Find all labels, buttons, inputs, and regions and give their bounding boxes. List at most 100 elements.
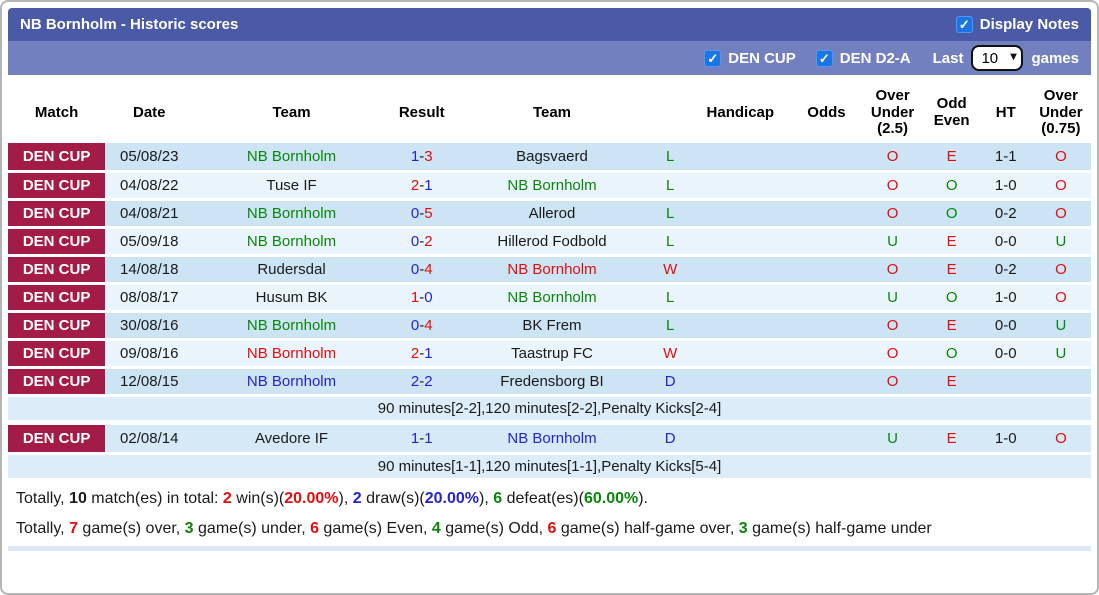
odd-even-cell: O: [922, 283, 981, 313]
over-under-0-75-cell: O: [1030, 171, 1091, 201]
home-team: Rudersdal: [193, 255, 390, 285]
check-icon[interactable]: ✓: [704, 49, 722, 67]
handicap-cell: [690, 425, 791, 455]
odds-cell: [790, 367, 863, 397]
display-notes-label: Display Notes: [979, 16, 1079, 33]
col-header-date: Date: [105, 83, 194, 143]
league-badge: DEN CUP: [8, 339, 106, 369]
filter-den-d2-a-label: DEN D2-A: [839, 49, 911, 67]
col-header-over-under-0-75: Over Under (0.75): [1030, 83, 1091, 143]
half-time-score: [980, 367, 1031, 397]
match-date: 30/08/16: [105, 311, 194, 341]
half-time-score: 0-0: [980, 339, 1031, 369]
filter-bar: ✓ DEN CUP ✓ DEN D2-A Last 10 games: [8, 41, 1091, 75]
league-badge: DEN CUP: [8, 143, 106, 173]
away-team: NB Bornholm: [453, 171, 651, 201]
spacer-row: [8, 421, 1091, 425]
historic-scores-table: Match Date Team Result Team Handicap Odd…: [8, 83, 1091, 481]
match-outcome: L: [650, 199, 691, 229]
match-date: 09/08/16: [105, 339, 194, 369]
summary-segment: game(s) half-game over,: [556, 519, 739, 537]
table-row: DEN CUP 05/09/18 NB Bornholm 0-2 Hillero…: [8, 227, 1091, 257]
summary-segment: game(s) over,: [77, 519, 185, 537]
over-under-2-5-cell: O: [862, 311, 923, 341]
bottom-strip: [8, 545, 1091, 551]
summary-segment: win(s)(: [231, 489, 285, 507]
match-outcome: L: [650, 311, 691, 341]
summary-line-results: Totally, 10 match(es) in total: 2 win(s)…: [16, 484, 1083, 514]
match-outcome: D: [650, 425, 691, 455]
summary-segment: 4: [431, 519, 441, 537]
match-result: 1-0: [389, 283, 454, 313]
col-header-result: Result: [389, 83, 454, 143]
summary-segment: Totally,: [16, 519, 70, 537]
col-header-over-under-2-5: Over Under (2.5): [862, 83, 923, 143]
check-icon[interactable]: ✓: [955, 16, 973, 33]
summary-section: Totally, 10 match(es) in total: 2 win(s)…: [8, 481, 1091, 544]
over-under-0-75-cell: O: [1030, 425, 1091, 455]
odd-even-cell: E: [922, 425, 981, 455]
over-under-0-75-cell: U: [1030, 311, 1091, 341]
handicap-cell: [690, 171, 791, 201]
match-result: 0-2: [389, 227, 454, 257]
away-team: Allerod: [453, 199, 651, 229]
handicap-cell: [690, 227, 791, 257]
summary-segment: 6: [493, 489, 503, 507]
check-icon[interactable]: ✓: [815, 49, 833, 67]
table-row: DEN CUP 02/08/14 Avedore IF 1-1 NB Bornh…: [8, 425, 1091, 455]
half-time-score: 0-0: [980, 311, 1031, 341]
league-badge: DEN CUP: [8, 255, 106, 285]
summary-segment: game(s) Odd,: [440, 519, 548, 537]
odd-even-cell: E: [922, 311, 981, 341]
col-header-odds: Odds: [790, 83, 863, 143]
home-team: NB Bornholm: [193, 311, 390, 341]
title-bar: NB Bornholm - Historic scores ✓ Display …: [8, 8, 1091, 41]
summary-segment: ),: [338, 489, 353, 507]
over-under-0-75-cell: O: [1030, 143, 1091, 173]
odd-even-cell: E: [922, 255, 981, 285]
away-team: NB Bornholm: [453, 425, 651, 455]
summary-segment: 60.00%: [583, 489, 639, 507]
match-date: 08/08/17: [105, 283, 194, 313]
over-under-2-5-cell: U: [862, 425, 923, 455]
odds-cell: [790, 255, 863, 285]
over-under-2-5-cell: O: [862, 199, 923, 229]
league-badge: DEN CUP: [8, 199, 106, 229]
over-under-0-75-cell: [1030, 367, 1091, 397]
handicap-cell: [690, 143, 791, 173]
summary-segment: 3: [738, 519, 748, 537]
odd-even-cell: O: [922, 199, 981, 229]
filter-den-d2-a[interactable]: ✓ DEN D2-A: [815, 49, 911, 67]
over-under-2-5-cell: O: [862, 339, 923, 369]
match-date: 12/08/15: [105, 367, 194, 397]
match-date: 05/09/18: [105, 227, 194, 257]
match-date: 05/08/23: [105, 143, 194, 173]
col-header-team-home: Team: [193, 83, 390, 143]
away-team: BK Frem: [453, 311, 651, 341]
filter-den-cup[interactable]: ✓ DEN CUP: [704, 49, 796, 67]
display-notes-checkbox[interactable]: ✓ Display Notes: [955, 16, 1079, 33]
half-time-score: 1-0: [980, 425, 1031, 455]
summary-segment: ).: [638, 489, 648, 507]
games-count-select-wrap: 10: [971, 45, 1024, 71]
match-outcome: L: [650, 143, 691, 173]
half-time-score: 1-0: [980, 171, 1031, 201]
table-row: DEN CUP 08/08/17 Husum BK 1-0 NB Bornhol…: [8, 283, 1091, 313]
handicap-cell: [690, 311, 791, 341]
handicap-cell: [690, 255, 791, 285]
summary-segment: game(s) under,: [193, 519, 311, 537]
league-badge: DEN CUP: [8, 367, 106, 397]
col-header-team-away: Team: [453, 83, 651, 143]
match-result: 0-4: [389, 255, 454, 285]
table-header: Match Date Team Result Team Handicap Odd…: [8, 83, 1091, 143]
summary-segment: game(s) Even,: [318, 519, 432, 537]
over-under-2-5-cell: U: [862, 283, 923, 313]
over-under-0-75-cell: U: [1030, 339, 1091, 369]
col-header-odd-even: Odd Even: [922, 83, 981, 143]
handicap-cell: [690, 339, 791, 369]
over-under-2-5-cell: U: [862, 227, 923, 257]
summary-segment: 7: [69, 519, 78, 537]
odds-cell: [790, 227, 863, 257]
games-count-select[interactable]: 10: [971, 45, 1024, 71]
summary-segment: defeat(es)(: [502, 489, 584, 507]
